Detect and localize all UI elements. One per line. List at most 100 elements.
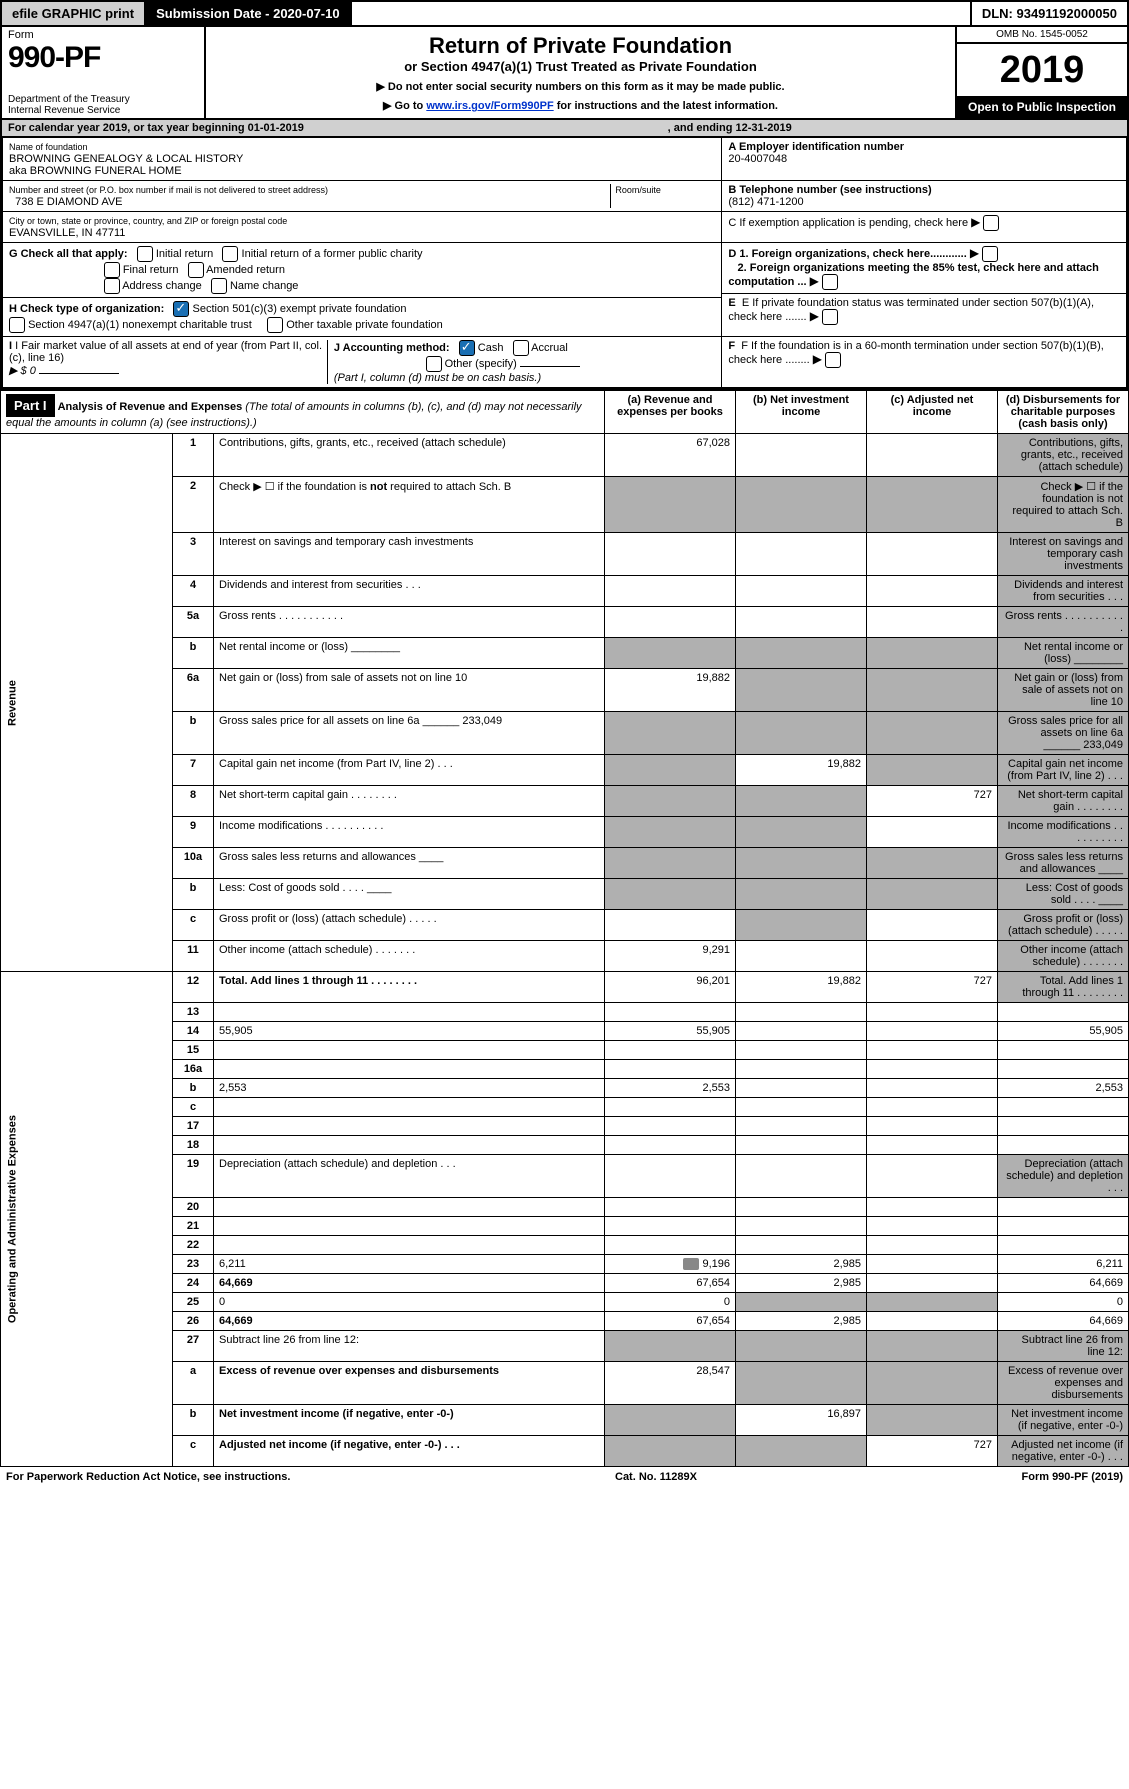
- amount-col-c: 727: [867, 1436, 998, 1467]
- line-description: Check ▶ ☐ if the foundation is not requi…: [214, 477, 605, 533]
- h3-checkbox[interactable]: [267, 317, 283, 333]
- amount-col-b: 2,985: [736, 1312, 867, 1331]
- g-address-checkbox[interactable]: [104, 278, 120, 294]
- amount-col-a: 96,201: [605, 972, 736, 1003]
- line-number: 16a: [173, 1060, 214, 1079]
- amount-col-b: [736, 1136, 867, 1155]
- footer: For Paperwork Reduction Act Notice, see …: [0, 1467, 1129, 1487]
- line-description: 64,669: [214, 1274, 605, 1293]
- g-final-checkbox[interactable]: [104, 262, 120, 278]
- amount-col-c: 727: [867, 786, 998, 817]
- attachment-icon[interactable]: [683, 1258, 699, 1270]
- line-description: 6,211: [214, 1255, 605, 1274]
- amount-col-d: Gross sales less returns and allowances …: [998, 848, 1129, 879]
- j-cash-checkbox[interactable]: [459, 340, 475, 356]
- amount-col-a: [605, 1136, 736, 1155]
- address-cell: Number and street (or P.O. box number if…: [3, 181, 722, 212]
- amount-col-d: [998, 1236, 1129, 1255]
- line-description: [214, 1003, 605, 1022]
- g-initial-public-checkbox[interactable]: [222, 246, 238, 262]
- footer-left: For Paperwork Reduction Act Notice, see …: [6, 1471, 290, 1483]
- amount-col-a: 9,196: [605, 1255, 736, 1274]
- e-terminated-cell: E E If private foundation status was ter…: [722, 294, 1127, 337]
- c-checkbox[interactable]: [983, 215, 999, 231]
- amount-col-d: [998, 1003, 1129, 1022]
- amount-col-a: [605, 879, 736, 910]
- city-cell: City or town, state or province, country…: [3, 212, 722, 243]
- h1-checkbox[interactable]: [173, 301, 189, 317]
- col-b-header: (b) Net investment income: [736, 391, 867, 434]
- amount-col-c: [867, 1155, 998, 1198]
- amount-col-d: [998, 1117, 1129, 1136]
- form-label: Form: [8, 29, 198, 41]
- line-description: Gross rents . . . . . . . . . . .: [214, 607, 605, 638]
- form-subtitle: or Section 4947(a)(1) Trust Treated as P…: [212, 59, 949, 74]
- amount-col-c: [867, 1003, 998, 1022]
- line-description: Adjusted net income (if negative, enter …: [214, 1436, 605, 1467]
- amount-col-c: [867, 879, 998, 910]
- g-name-checkbox[interactable]: [211, 278, 227, 294]
- c-exemption-cell: C If exemption application is pending, c…: [722, 212, 1127, 243]
- line-description: 2,553: [214, 1079, 605, 1098]
- amount-col-a: [605, 1331, 736, 1362]
- amount-col-d: [998, 1198, 1129, 1217]
- line-description: Net gain or (loss) from sale of assets n…: [214, 669, 605, 712]
- amount-col-b: [736, 941, 867, 972]
- line-description: Other income (attach schedule) . . . . .…: [214, 941, 605, 972]
- line-description: [214, 1041, 605, 1060]
- inspection-label: Open to Public Inspection: [957, 96, 1127, 118]
- form-note-1: ▶ Do not enter social security numbers o…: [212, 80, 949, 93]
- d2-checkbox[interactable]: [822, 274, 838, 290]
- amount-col-a: 55,905: [605, 1022, 736, 1041]
- amount-col-b: 2,985: [736, 1274, 867, 1293]
- amount-col-c: [867, 1331, 998, 1362]
- amount-col-d: Other income (attach schedule) . . . . .…: [998, 941, 1129, 972]
- line-description: [214, 1060, 605, 1079]
- amount-col-a: [605, 1198, 736, 1217]
- amount-col-a: 2,553: [605, 1079, 736, 1098]
- g-amended-checkbox[interactable]: [188, 262, 204, 278]
- line-number: 26: [173, 1312, 214, 1331]
- col-d-header: (d) Disbursements for charitable purpose…: [998, 391, 1129, 434]
- amount-col-b: [736, 786, 867, 817]
- e-checkbox[interactable]: [822, 309, 838, 325]
- h2-checkbox[interactable]: [9, 317, 25, 333]
- line-description: Contributions, gifts, grants, etc., rece…: [214, 434, 605, 477]
- topbar-spacer: [352, 2, 970, 25]
- amount-col-b: [736, 1079, 867, 1098]
- j-accrual-checkbox[interactable]: [513, 340, 529, 356]
- amount-col-b: [736, 1098, 867, 1117]
- f-checkbox[interactable]: [825, 352, 841, 368]
- line-number: 19: [173, 1155, 214, 1198]
- amount-col-d: [998, 1041, 1129, 1060]
- amount-col-d: Gross profit or (loss) (attach schedule)…: [998, 910, 1129, 941]
- amount-col-a: [605, 607, 736, 638]
- amount-col-c: [867, 638, 998, 669]
- form-title: Return of Private Foundation: [212, 33, 949, 59]
- amount-col-d: [998, 1060, 1129, 1079]
- amount-col-c: 727: [867, 972, 998, 1003]
- amount-col-c: [867, 1079, 998, 1098]
- line-number: a: [173, 1362, 214, 1405]
- line-number: 6a: [173, 669, 214, 712]
- g-initial-checkbox[interactable]: [137, 246, 153, 262]
- amount-col-c: [867, 848, 998, 879]
- line-number: 7: [173, 755, 214, 786]
- amount-col-a: [605, 1060, 736, 1079]
- amount-col-b: 19,882: [736, 972, 867, 1003]
- submission-date-label: Submission Date - 2020-07-10: [146, 2, 352, 25]
- amount-col-d: Net gain or (loss) from sale of assets n…: [998, 669, 1129, 712]
- footer-mid: Cat. No. 11289X: [615, 1471, 697, 1483]
- topbar: efile GRAPHIC print Submission Date - 20…: [0, 0, 1129, 27]
- form-header: Form 990-PF Department of the Treasury I…: [0, 27, 1129, 120]
- amount-col-c: [867, 1098, 998, 1117]
- amount-col-b: [736, 1155, 867, 1198]
- d1-checkbox[interactable]: [982, 246, 998, 262]
- irs-link[interactable]: www.irs.gov/Form990PF: [426, 100, 553, 112]
- efile-print-button[interactable]: efile GRAPHIC print: [2, 2, 146, 25]
- table-row: Revenue1Contributions, gifts, grants, et…: [1, 434, 1129, 477]
- amount-col-b: 2,985: [736, 1255, 867, 1274]
- line-number: 13: [173, 1003, 214, 1022]
- j-other-checkbox[interactable]: [426, 356, 442, 372]
- amount-col-b: [736, 533, 867, 576]
